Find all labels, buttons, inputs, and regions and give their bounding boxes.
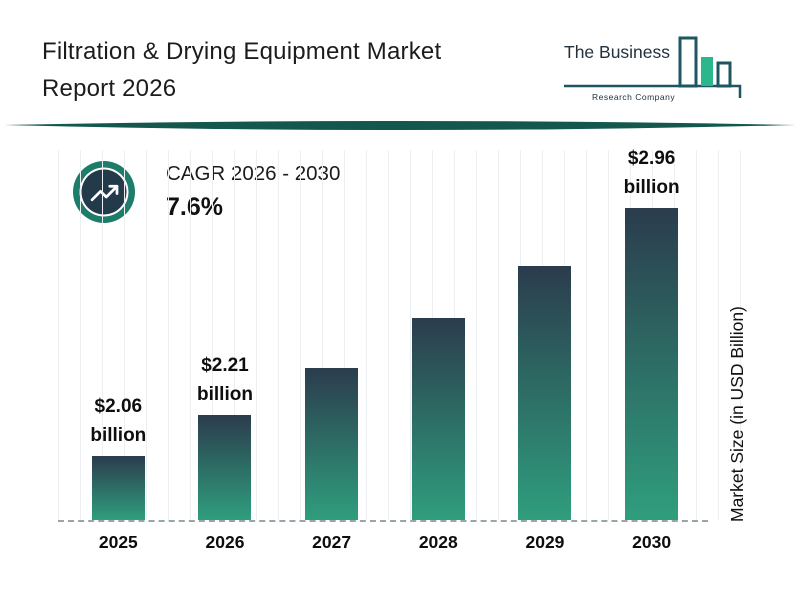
page-title-line2: Report 2026 [42, 75, 177, 102]
bar-value-label-2026: $2.21 billion [197, 355, 253, 405]
x-axis-label-2030: 2030 [632, 532, 672, 552]
page-title: Filtration & Drying Equipment Market Rep… [42, 33, 441, 107]
bar-2028 [411, 318, 465, 520]
bar-2026 [198, 415, 252, 520]
logo-text-primary: The Business [564, 42, 671, 62]
logo-bars-icon [564, 36, 742, 98]
divider-ribbon [4, 121, 796, 130]
bar-2025 [91, 456, 145, 520]
x-axis-labels: 2025 2026 2027 2028 2029 2030 [65, 532, 705, 553]
bar-chart: $2.06 billion $2.21 billion $2.96 billion 202… [0, 140, 800, 600]
bar-2027 [305, 368, 359, 520]
x-axis-label-2027: 2027 [312, 532, 352, 552]
bar-2029 [518, 266, 572, 520]
bar-slot-2030: $2.96 billion [599, 148, 705, 520]
bar-slot-2028 [385, 208, 491, 520]
page-title-line1: Filtration & Drying Equipment Market [42, 38, 442, 65]
x-axis-label-2029: 2029 [525, 532, 565, 552]
y-axis-label: Market Size (in USD Billion) [727, 306, 747, 522]
bar-slot-2029 [492, 208, 598, 520]
bar-2030 [625, 208, 679, 520]
bar-value-label-2030: $2.96 billion [623, 148, 680, 198]
bar-slot-2027 [279, 208, 385, 520]
bars-area: $2.06 billion $2.21 billion $2.96 billion [65, 148, 705, 520]
x-axis-baseline [58, 520, 708, 522]
logo-text-secondary: Research Company [592, 92, 676, 102]
bar-slot-2025: $2.06 billion [65, 208, 171, 520]
x-axis-label-2026: 2026 [205, 532, 245, 552]
bar-value-label-2025: $2.06 billion [90, 396, 147, 446]
bar-slot-2026: $2.21 billion [172, 208, 278, 520]
logo: The Business Research Company [558, 34, 758, 106]
x-axis-label-2025: 2025 [98, 532, 138, 552]
x-axis-label-2028: 2028 [418, 532, 458, 552]
